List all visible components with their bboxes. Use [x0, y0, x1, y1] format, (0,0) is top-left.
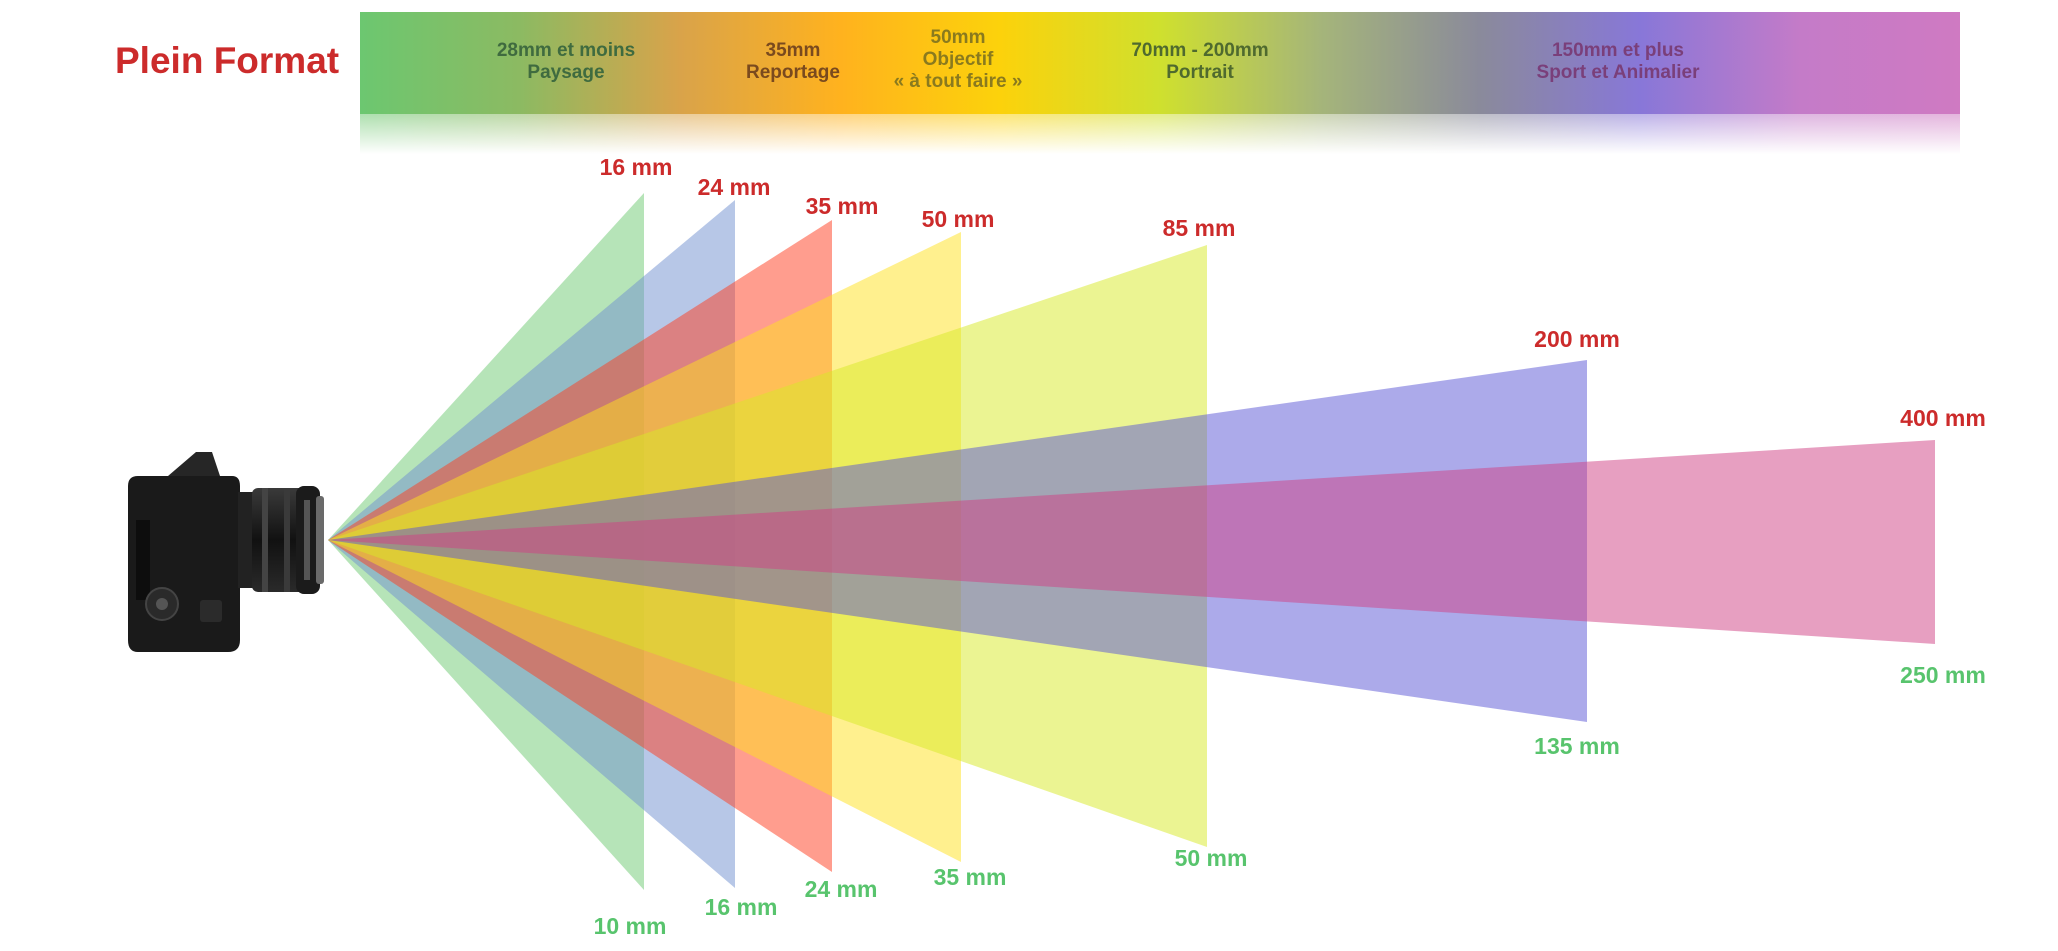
focal-length-top-label: 200 mm: [1534, 326, 1620, 352]
focal-range-band: [360, 12, 1960, 154]
focal-length-bottom-label: 16 mm: [704, 894, 778, 920]
focal-length-top-label: 400 mm: [1900, 405, 1986, 431]
band-label-line: « à tout faire »: [893, 71, 1023, 92]
focal-length-top-label: 35 mm: [805, 193, 879, 219]
band-label-line: 50mm: [930, 27, 986, 48]
band-label-line: 28mm et moins: [496, 40, 636, 61]
focal-length-bottom-label: 135 mm: [1534, 733, 1620, 759]
band-label: 150mm et plus Sport et Animalier: [1537, 40, 1700, 84]
page-title: Plein Format: [115, 40, 340, 81]
focal-length-bottom-label: 10 mm: [593, 913, 667, 939]
band-label-line: Portrait: [1166, 62, 1234, 83]
focal-length-bottom-label: 50 mm: [1174, 845, 1248, 871]
band-label-line: 70mm - 200mm: [1131, 40, 1269, 61]
band-label-line: 35mm: [765, 40, 821, 61]
band-label: 70mm - 200mm Portrait: [1131, 40, 1268, 84]
band-label-line: 150mm et plus: [1551, 40, 1684, 61]
band-label-line: Paysage: [527, 62, 605, 83]
focal-length-top-label: 50 mm: [921, 206, 995, 232]
focal-length-bottom-label: 24 mm: [804, 876, 878, 902]
fov-wedge: [328, 440, 1935, 644]
band-label: 35mm Reportage: [746, 40, 840, 84]
band-label-line: Sport et Animalier: [1536, 62, 1700, 83]
band-label-line: Objectif: [922, 49, 994, 70]
band-label-line: Reportage: [746, 62, 840, 83]
focal-length-bottom-label: 250 mm: [1900, 662, 1986, 688]
band-label: 50mm Objectif « à tout faire »: [894, 27, 1023, 93]
band-label: 28mm et moins Paysage: [497, 40, 635, 84]
focal-length-bottom-label: 35 mm: [933, 864, 1007, 890]
field-of-view-wedges: [328, 193, 1935, 890]
focal-length-top-label: 16 mm: [599, 154, 673, 180]
camera-icon: [128, 452, 324, 652]
focal-length-top-label: 85 mm: [1162, 215, 1236, 241]
focal-length-top-label: 24 mm: [697, 174, 771, 200]
